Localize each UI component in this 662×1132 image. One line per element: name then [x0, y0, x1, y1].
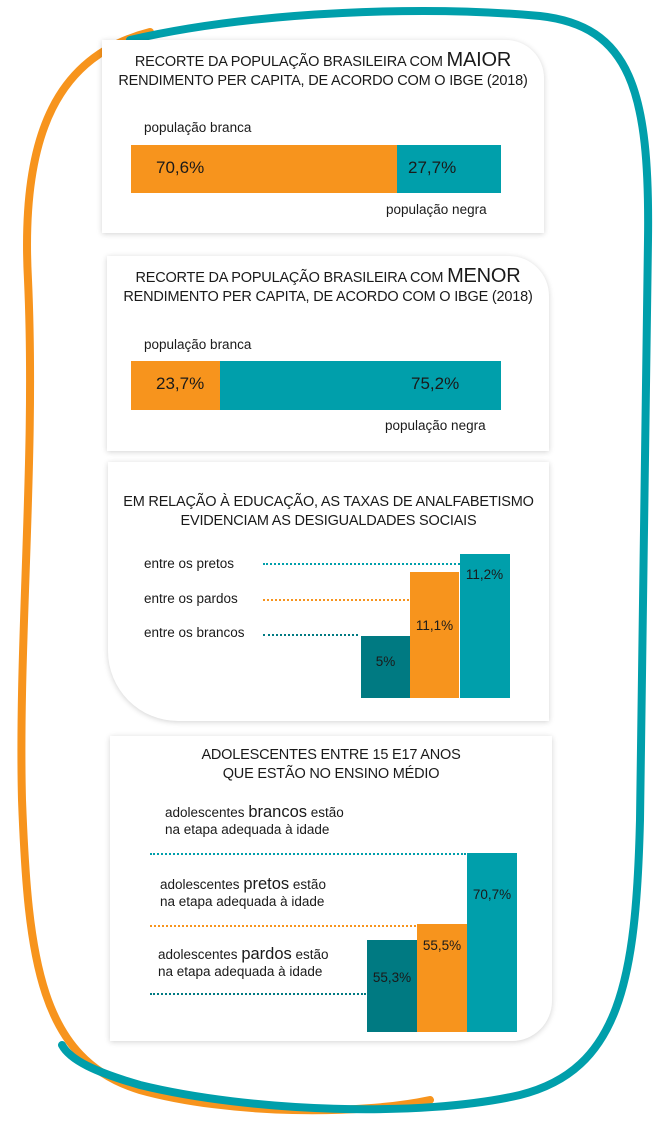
title-line2: RENDIMENTO PER CAPITA, DE ACORDO COM O I…: [123, 289, 533, 305]
card-analfabetismo: EM RELAÇÃO À EDUCAÇÃO, AS TAXAS DE ANALF…: [108, 462, 549, 721]
label-adolescentes-pardos: adolescentes pardos estão na etapa adequ…: [158, 946, 329, 980]
bar-pardos: [367, 940, 417, 1032]
card-title: ADOLESCENTES ENTRE 15 E17 ANOS QUE ESTÃO…: [110, 746, 552, 784]
bar-segment-negra: [220, 361, 501, 410]
label-line2: na etapa adequada à idade: [160, 894, 325, 909]
bar-pardos: [410, 572, 459, 698]
label-entre-brancos: entre os brancos: [144, 625, 245, 640]
label-text: adolescentes: [158, 947, 242, 962]
title-line1: EM RELAÇÃO À EDUCAÇÃO, AS TAXAS DE ANALF…: [123, 494, 534, 510]
bar-pretos: [460, 554, 510, 698]
label-adolescentes-pretos: adolescentes pretos estão na etapa adequ…: [160, 876, 326, 910]
label-line2: na etapa adequada à idade: [165, 822, 330, 837]
bar-segment-branca: [131, 361, 220, 410]
title-emphasis: MAIOR: [446, 49, 512, 71]
value-brancos: 5%: [375, 654, 396, 669]
value-negra: 75,2%: [411, 374, 460, 393]
label-emphasis: brancos: [248, 803, 308, 821]
title-line2: RENDIMENTO PER CAPITA, DE ACORDO COM O I…: [118, 73, 528, 89]
bar-brancos: [467, 853, 517, 1032]
label-populacao-branca: população branca: [144, 120, 252, 135]
value-pardos: 55,3%: [372, 970, 412, 985]
label-text: estão: [307, 805, 344, 820]
label-text: estão: [289, 877, 326, 892]
label-emphasis: pretos: [243, 875, 290, 893]
label-entre-pretos: entre os pretos: [144, 556, 235, 571]
label-emphasis: pardos: [241, 945, 292, 963]
label-populacao-branca: população branca: [144, 337, 252, 352]
bar-pretos: [417, 924, 467, 1032]
label-text: estão: [291, 947, 329, 962]
dotted-leader-pretos: [263, 563, 460, 565]
card-menor-rendimento: RECORTE DA POPULAÇÃO BRASILEIRA COM MENO…: [107, 256, 549, 451]
value-pardos: 11,1%: [415, 618, 454, 633]
value-negra: 27,7%: [408, 158, 457, 177]
label-entre-pardos: entre os pardos: [144, 591, 238, 606]
value-brancos: 70,7%: [472, 887, 512, 902]
teal-frame-line: [58, 7, 653, 1114]
dotted-leader-pardos: [150, 993, 366, 995]
value-branca: 70,6%: [156, 158, 205, 177]
label-line2: na etapa adequada à idade: [158, 964, 323, 979]
label-populacao-negra: população negra: [385, 418, 486, 433]
dotted-leader-pardos: [263, 599, 409, 601]
card-ensino-medio: ADOLESCENTES ENTRE 15 E17 ANOS QUE ESTÃO…: [110, 736, 552, 1041]
title-emphasis: MENOR: [447, 265, 521, 287]
label-adolescentes-brancos: adolescentes brancos estão na etapa adeq…: [165, 804, 344, 838]
card-title: RECORTE DA POPULAÇÃO BRASILEIRA COM MAIO…: [102, 49, 544, 91]
card-title: RECORTE DA POPULAÇÃO BRASILEIRA COM MENO…: [107, 265, 549, 307]
card-maior-rendimento: RECORTE DA POPULAÇÃO BRASILEIRA COM MAIO…: [102, 40, 544, 233]
label-populacao-negra: população negra: [386, 202, 487, 217]
title-line2: EVIDENCIAM AS DESIGUALDADES SOCIAIS: [180, 513, 477, 529]
value-branca: 23,7%: [156, 374, 205, 393]
orange-frame-line: [17, 28, 434, 1115]
value-pretos: 55,5%: [422, 938, 462, 953]
title-text: RECORTE DA POPULAÇÃO BRASILEIRA COM: [134, 54, 447, 70]
dotted-leader-brancos: [150, 853, 466, 855]
title-text: RECORTE DA POPULAÇÃO BRASILEIRA COM: [135, 270, 448, 286]
title-line1: ADOLESCENTES ENTRE 15 E17 ANOS: [201, 747, 461, 763]
bar-brancos: [361, 636, 410, 698]
bar-segment-branca: [131, 145, 397, 193]
card-title: EM RELAÇÃO À EDUCAÇÃO, AS TAXAS DE ANALF…: [108, 493, 549, 531]
label-text: adolescentes: [165, 805, 249, 820]
value-pretos: 11,2%: [465, 567, 504, 582]
title-line2: QUE ESTÃO NO ENSINO MÉDIO: [222, 766, 440, 782]
label-text: adolescentes: [160, 877, 244, 892]
dotted-leader-brancos: [263, 634, 358, 636]
bar-segment-negra: [397, 145, 501, 193]
dotted-leader-pretos: [150, 925, 416, 927]
